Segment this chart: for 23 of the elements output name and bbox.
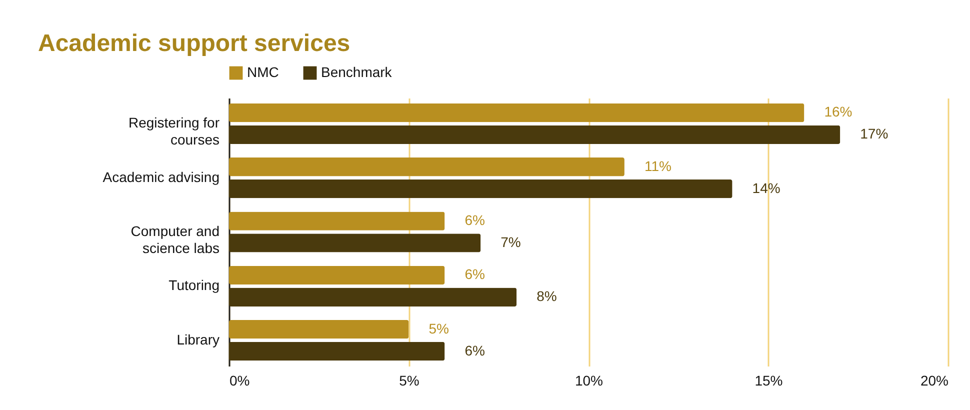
data-label: 8% (536, 288, 557, 304)
data-label: 6% (464, 212, 485, 228)
x-tick-label: 15% (754, 372, 783, 388)
y-tick-label: Academic advising (102, 168, 220, 185)
x-tick-label: 0% (230, 372, 250, 388)
y-tick-label: Library (176, 331, 220, 348)
x-tick-label: 5% (399, 372, 420, 388)
legend-label: NMC (247, 64, 279, 80)
legend-label: Benchmark (321, 64, 393, 80)
data-label: 11% (644, 158, 672, 174)
chart-title: Academic support services (38, 30, 350, 57)
data-label: 17% (860, 126, 888, 142)
data-label: 16% (824, 104, 852, 120)
data-label: 7% (500, 234, 521, 250)
x-tick-label: 20% (920, 372, 948, 388)
x-tick-label: 10% (574, 372, 604, 388)
data-label: 6% (464, 266, 485, 282)
data-label: 14% (752, 180, 780, 196)
y-tick-label: Tutoring (168, 277, 220, 294)
y-tick-label: Computer and science labs (130, 223, 220, 256)
y-tick-label: Registering for courses (128, 114, 220, 148)
data-label: 6% (464, 342, 485, 358)
data-label: 5% (428, 320, 449, 336)
